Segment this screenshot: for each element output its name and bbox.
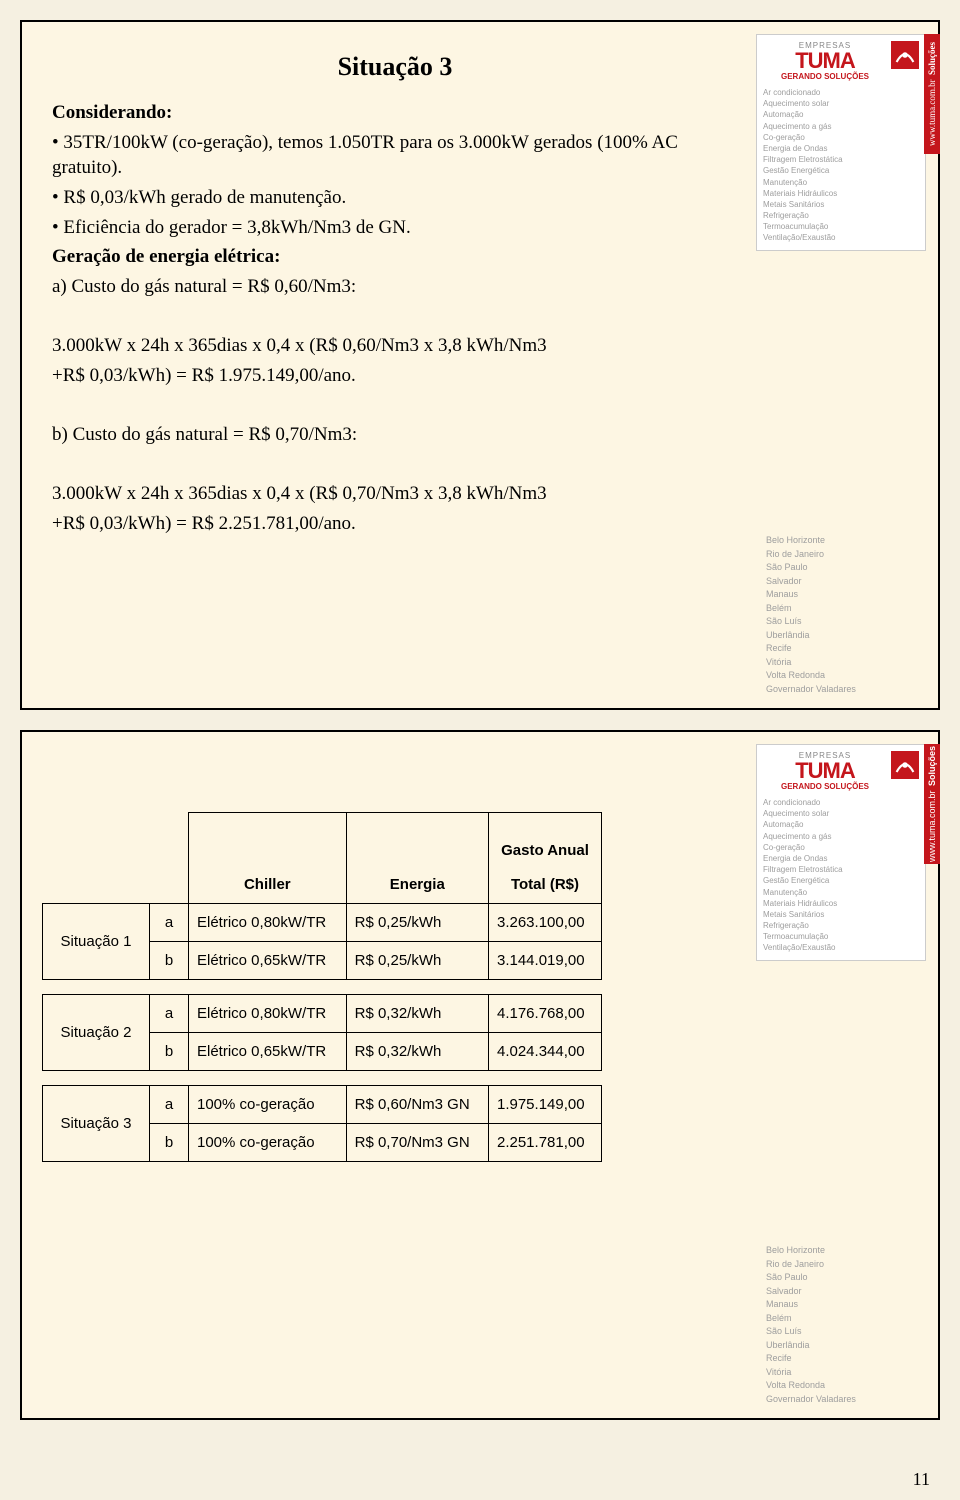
header-chiller: Chiller: [189, 813, 347, 904]
tuma-logo-icon: [891, 41, 919, 69]
sidebar: EMPRESAS TUMA GERANDO SOLUÇÕES Ar condic…: [756, 744, 926, 1406]
logo-name: TUMA: [763, 50, 887, 72]
header-energia: Energia: [346, 813, 488, 904]
row-label: b: [150, 942, 189, 980]
row-label: a: [150, 904, 189, 942]
cities-list: Belo HorizonteRio de JaneiroSão PauloSal…: [756, 1244, 926, 1406]
logo-tagline: GERANDO SOLUÇÕES: [763, 782, 887, 791]
slide-1: Situação 3 Considerando: 35TR/100kW (co-…: [20, 20, 940, 710]
page-number: 11: [913, 1469, 930, 1490]
slide-body: Considerando: 35TR/100kW (co-geração), t…: [52, 100, 738, 537]
cost-comparison-table: Chiller Energia Gasto Anual Total (R$) S…: [42, 812, 602, 1162]
calc-a-line1: 3.000kW x 24h x 365dias x 0,4 x (R$ 0,60…: [52, 333, 738, 359]
total-cell: 4.024.344,00: [488, 1033, 601, 1071]
energia-cell: R$ 0,60/Nm3 GN: [346, 1086, 488, 1124]
sidebar: EMPRESAS TUMA GERANDO SOLUÇÕES Ar condic…: [756, 34, 926, 696]
tuma-logo-icon: [891, 751, 919, 779]
chiller-cell: Elétrico 0,65kW/TR: [189, 1033, 347, 1071]
chiller-cell: 100% co-geração: [189, 1124, 347, 1162]
row-label: a: [150, 1086, 189, 1124]
option-a-label: a) Custo do gás natural = R$ 0,60/Nm3:: [52, 274, 738, 300]
total-cell: 3.263.100,00: [488, 904, 601, 942]
situacao-cell: Situação 2: [43, 995, 150, 1071]
situacao-cell: Situação 1: [43, 904, 150, 980]
services-list: Ar condicionadoAquecimento solarAutomaçã…: [763, 87, 919, 244]
chiller-cell: Elétrico 0,65kW/TR: [189, 942, 347, 980]
logo-tagline: GERANDO SOLUÇÕES: [763, 72, 887, 81]
calc-b-line2: +R$ 0,03/kWh) = R$ 2.251.781,00/ano.: [52, 511, 738, 537]
calc-a-line2: +R$ 0,03/kWh) = R$ 1.975.149,00/ano.: [52, 363, 738, 389]
chiller-cell: Elétrico 0,80kW/TR: [189, 995, 347, 1033]
header-gasto: Gasto Anual Total (R$): [488, 813, 601, 904]
logo-box: EMPRESAS TUMA GERANDO SOLUÇÕES Ar condic…: [756, 744, 926, 961]
services-list: Ar condicionadoAquecimento solarAutomaçã…: [763, 797, 919, 954]
energia-cell: R$ 0,25/kWh: [346, 904, 488, 942]
considerando-heading: Considerando:: [52, 100, 738, 126]
chiller-cell: 100% co-geração: [189, 1086, 347, 1124]
energia-cell: R$ 0,25/kWh: [346, 942, 488, 980]
energia-cell: R$ 0,70/Nm3 GN: [346, 1124, 488, 1162]
option-b-label: b) Custo do gás natural = R$ 0,70/Nm3:: [52, 422, 738, 448]
website-tab: www.tuma.com.br Soluções: [924, 34, 940, 154]
chiller-cell: Elétrico 0,80kW/TR: [189, 904, 347, 942]
situacao-cell: Situação 3: [43, 1086, 150, 1162]
logo-name: TUMA: [763, 760, 887, 782]
cities-list: Belo HorizonteRio de JaneiroSão PauloSal…: [756, 534, 926, 696]
calc-b-line1: 3.000kW x 24h x 365dias x 0,4 x (R$ 0,70…: [52, 481, 738, 507]
total-cell: 1.975.149,00: [488, 1086, 601, 1124]
row-label: b: [150, 1124, 189, 1162]
row-label: b: [150, 1033, 189, 1071]
logo-box: EMPRESAS TUMA GERANDO SOLUÇÕES Ar condic…: [756, 34, 926, 251]
bullet-3: Eficiência do gerador = 3,8kWh/Nm3 de GN…: [52, 215, 738, 241]
row-label: a: [150, 995, 189, 1033]
total-cell: 2.251.781,00: [488, 1124, 601, 1162]
bullet-1: 35TR/100kW (co-geração), temos 1.050TR p…: [52, 130, 738, 181]
total-cell: 3.144.019,00: [488, 942, 601, 980]
geracao-heading: Geração de energia elétrica:: [52, 244, 738, 270]
slide-title: Situação 3: [52, 52, 738, 82]
energia-cell: R$ 0,32/kWh: [346, 995, 488, 1033]
website-tab: www.tuma.com.br Soluções: [924, 744, 940, 864]
slide-2: Chiller Energia Gasto Anual Total (R$) S…: [20, 730, 940, 1420]
total-cell: 4.176.768,00: [488, 995, 601, 1033]
bullet-2: R$ 0,03/kWh gerado de manutenção.: [52, 185, 738, 211]
energia-cell: R$ 0,32/kWh: [346, 1033, 488, 1071]
